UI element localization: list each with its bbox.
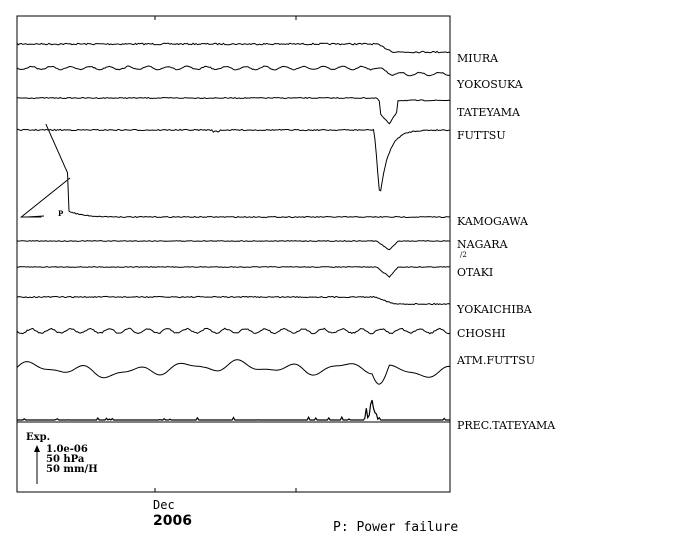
series-label-nagara: NAGARA (457, 238, 508, 251)
series-label-atm-futtsu: ATM.FUTTSU (457, 354, 536, 367)
series-prec-tateyama-line (17, 399, 450, 421)
scale-legend-pressure: 50 hPa (46, 454, 85, 465)
scale-legend-title: Exp. (26, 432, 51, 443)
series-yokosuka-line (16, 65, 450, 77)
series-label-kamogawa: KAMOGAWA (457, 215, 528, 228)
series-choshi-line (16, 327, 451, 335)
x-ticks (154, 16, 297, 492)
series-label-yokosuka: YOKOSUKA (457, 78, 523, 91)
series-futtsu-line (17, 128, 451, 192)
series-label-miura: MIURA (457, 52, 499, 65)
series-sublabel-nagara: /2 (460, 251, 467, 259)
x-tick-label-month: Dec (153, 498, 175, 512)
series-label-futtsu: FUTTSU (457, 129, 506, 142)
traces (16, 42, 451, 421)
scale-arrow (34, 445, 40, 484)
plot-frame (16, 15, 451, 493)
power-failure-marker: P (58, 209, 64, 218)
scale-legend-precip: 50 mm/H (46, 464, 98, 475)
scale-arrow-head (34, 445, 40, 452)
series-tateyama-line (16, 96, 451, 125)
series-label-tateyama: TATEYAMA (457, 106, 521, 119)
series-kamogawa-line (19, 123, 451, 219)
series-label-prec-tateyama: PREC.TATEYAMA (457, 419, 556, 432)
scale-legend-strain: 1.0e-06 (46, 444, 88, 455)
series-miura-line (16, 42, 451, 54)
series-label-otaki: OTAKI (457, 266, 494, 279)
series-atm-futtsu-line (16, 359, 451, 385)
series-otaki-line (16, 266, 451, 278)
series-nagara-line (16, 240, 450, 251)
series-label-choshi: CHOSHI (457, 327, 506, 340)
x-tick-label-year: 2006 (153, 513, 192, 529)
series-label-yokaichiba: YOKAICHIBA (457, 303, 532, 316)
power-failure-footnote: P: Power failure (333, 520, 459, 535)
series-yokaichiba-line (16, 295, 451, 306)
